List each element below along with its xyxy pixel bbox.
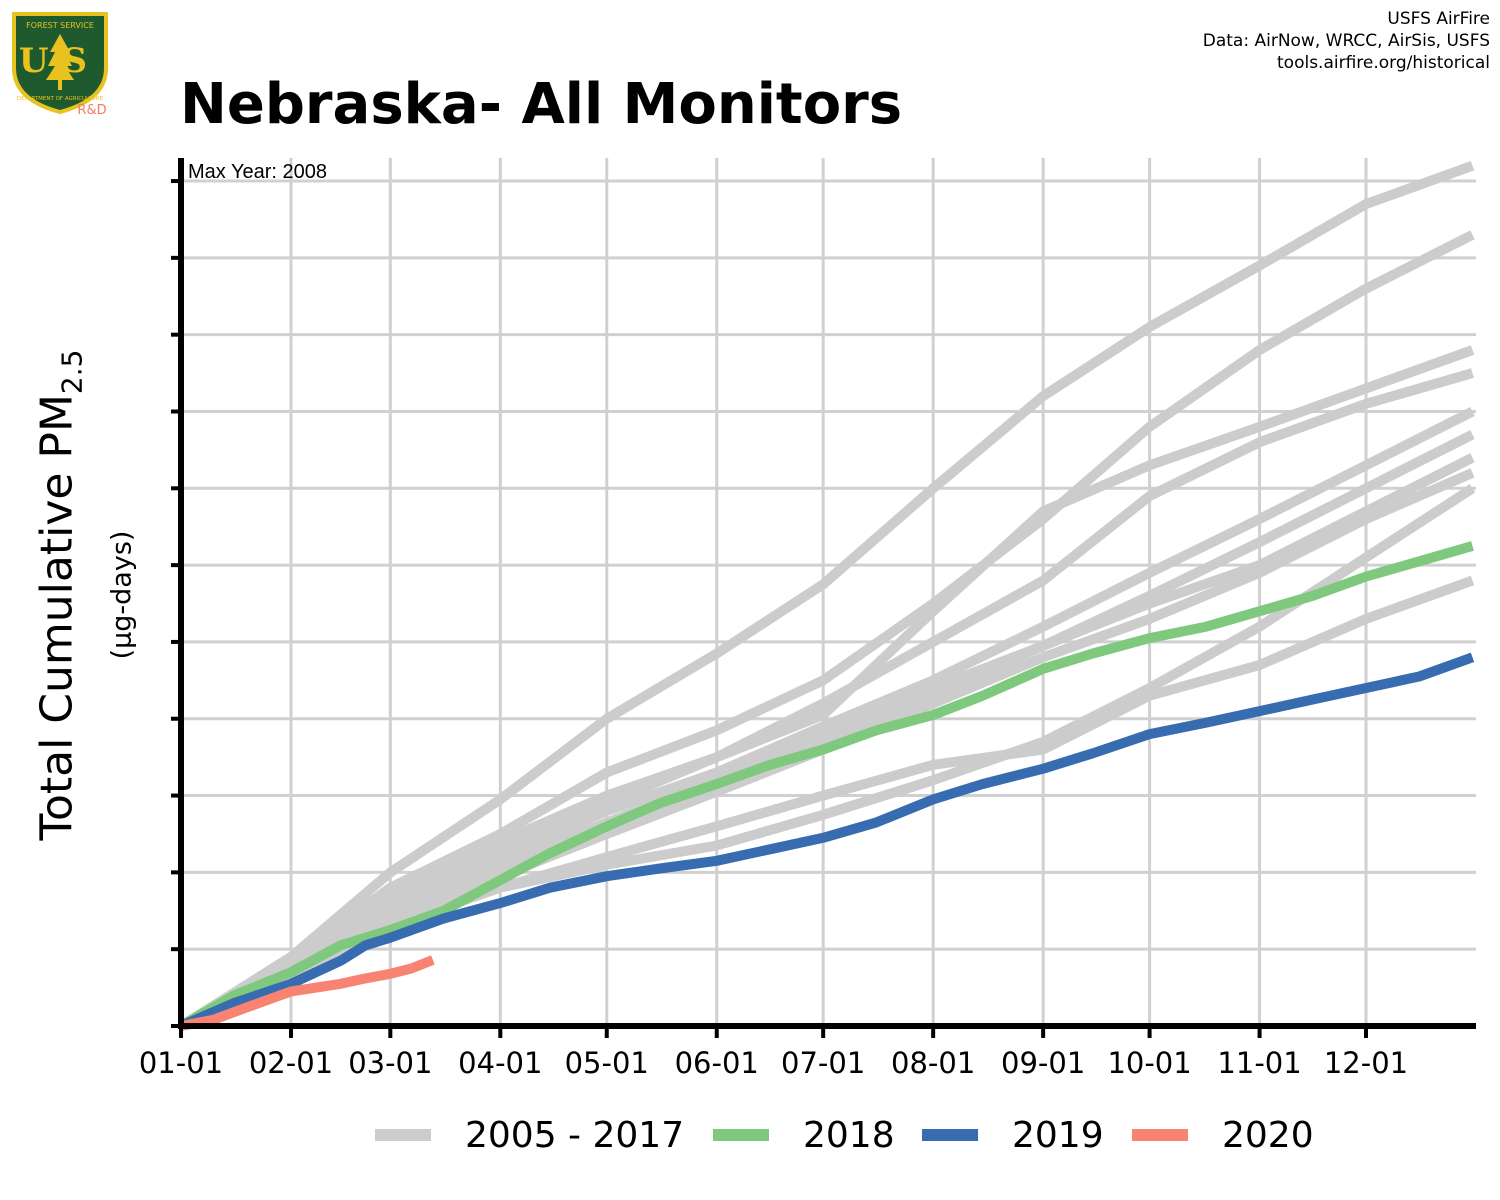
credit-line: USFS AirFire [1387, 9, 1490, 29]
legend-label: 2019 [1012, 1114, 1104, 1156]
series-line-2019 [179, 652, 1475, 1031]
x-tick-label: 11-01 [1217, 1046, 1301, 1080]
x-tick-label: 12-01 [1324, 1046, 1408, 1080]
x-tick-label: 02-01 [249, 1046, 333, 1080]
legend-swatch [1132, 1129, 1188, 1141]
series-line-historical [178, 575, 1475, 1031]
x-tick-label: 01-01 [139, 1046, 223, 1080]
tree-icon [46, 34, 74, 90]
legend-item-historical: 2005 - 2017 [375, 1110, 684, 1160]
x-tick-label: 06-01 [675, 1046, 759, 1080]
axes [171, 158, 1476, 1038]
logo-suffix: R&D [77, 103, 106, 118]
legend-label: 2020 [1222, 1114, 1314, 1156]
x-tick-label: 07-01 [781, 1046, 865, 1080]
legend-label: 2018 [803, 1114, 895, 1156]
forest-service-logo: FOREST SERVICE US DEPARTMENT OF AGRICULT… [12, 12, 108, 118]
series-line-2020 [180, 955, 435, 1031]
data-credits: USFS AirFire Data: AirNow, WRCC, AirSis,… [1203, 8, 1490, 74]
max-year-annotation: Max Year: 2008 [188, 161, 327, 183]
x-tick-label: 08-01 [891, 1046, 975, 1080]
x-tick-label: 10-01 [1107, 1046, 1191, 1080]
series-line-historical [178, 484, 1476, 1031]
legend-swatch [375, 1129, 431, 1141]
current-series [178, 541, 1475, 1031]
x-tick-label: 04-01 [458, 1046, 542, 1080]
logo-text-top: FOREST SERVICE [26, 21, 94, 30]
legend-swatch [922, 1129, 978, 1141]
legend-item-2018: 2018 [713, 1110, 895, 1160]
chart-title: Nebraska- All Monitors [180, 72, 903, 137]
credit-line: Data: AirNow, WRCC, AirSis, USFS [1202, 31, 1490, 51]
historical-series [178, 160, 1476, 1031]
x-tick-label: 03-01 [348, 1046, 432, 1080]
x-tick-label: 09-01 [1001, 1046, 1085, 1080]
x-tick-label: 05-01 [565, 1046, 649, 1080]
legend-swatch [713, 1129, 769, 1141]
credit-line: tools.airfire.org/historical [1277, 53, 1490, 73]
legend: 2005 - 2017 2018 2019 2020 [0, 1110, 1500, 1160]
x-tick-labels: 01-01 02-01 03-01 04-01 05-01 06-01 07-01 08-01… [139, 1046, 1408, 1080]
legend-label: 2005 - 2017 [465, 1114, 685, 1156]
series-line-historical [178, 160, 1475, 1031]
series-line-historical [178, 430, 1475, 1031]
legend-item-2020: 2020 [1132, 1110, 1314, 1160]
series-line-2018 [178, 541, 1474, 1031]
legend-item-2019: 2019 [922, 1110, 1104, 1160]
series-line-historical [178, 230, 1475, 1031]
logo-text-bottom: DEPARTMENT OF AGRICULTURE [17, 96, 104, 102]
